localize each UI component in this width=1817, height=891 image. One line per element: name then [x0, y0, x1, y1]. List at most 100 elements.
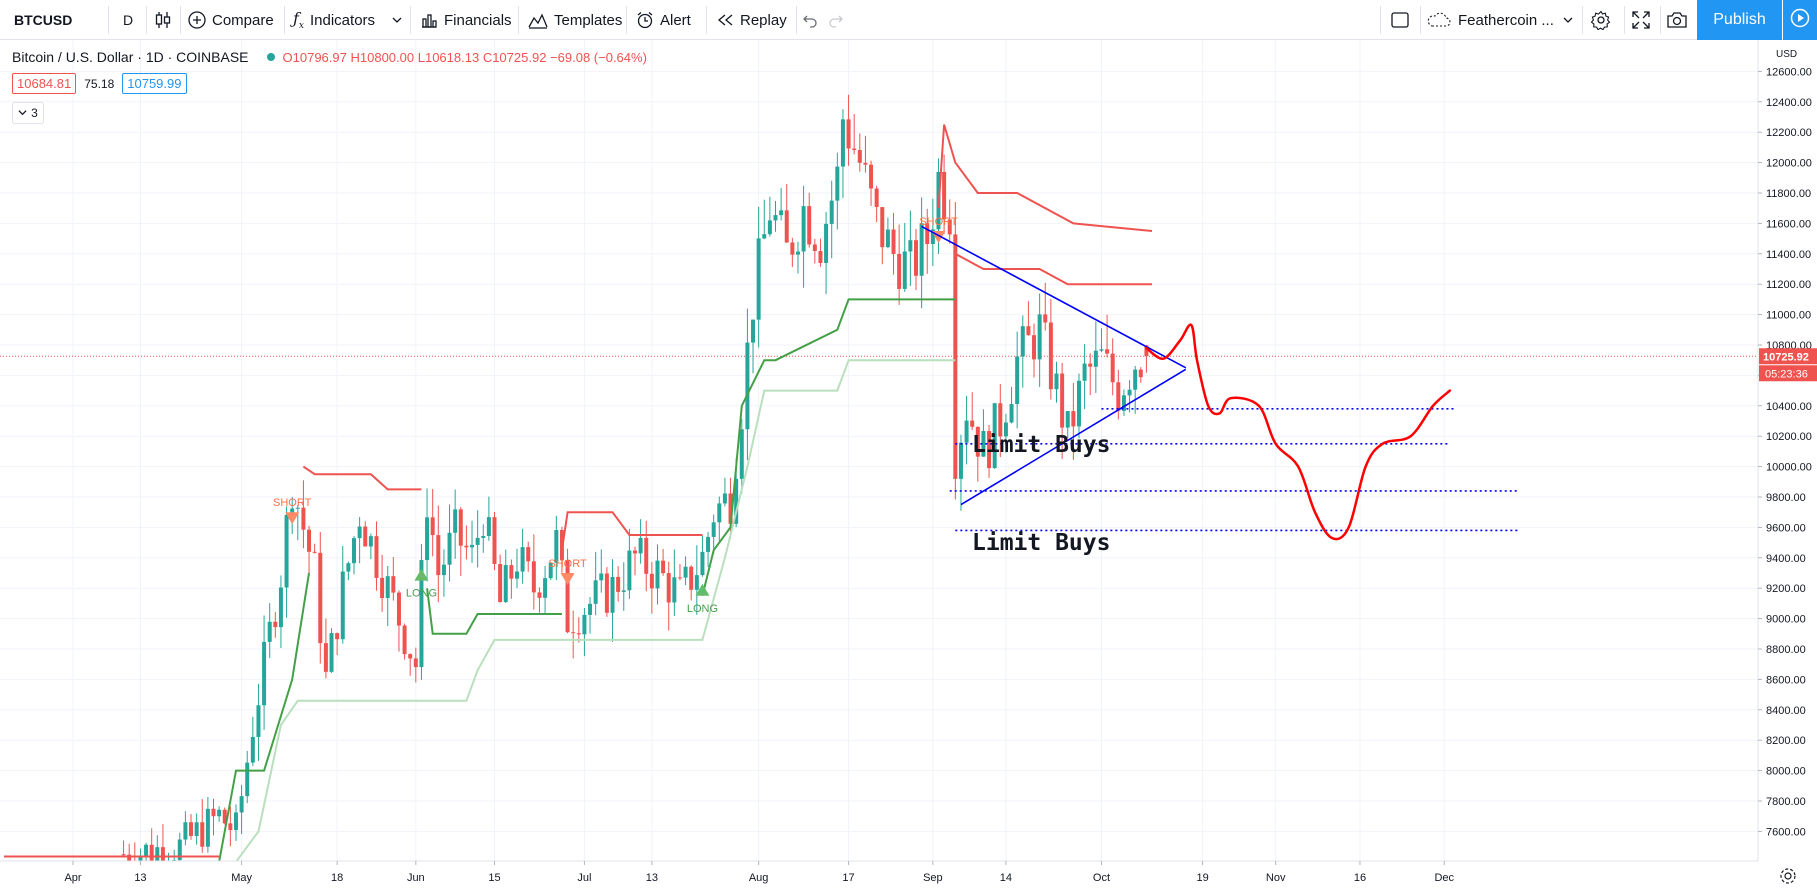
candle	[633, 546, 637, 576]
candle	[970, 392, 975, 431]
chart-style-button[interactable]	[148, 0, 178, 40]
candles	[121, 94, 1149, 891]
candle-body	[245, 762, 250, 797]
candle-body	[121, 854, 126, 856]
settings-button[interactable]	[1591, 0, 1611, 40]
short-signal-marker[interactable]: SHORT	[273, 497, 312, 525]
candle	[486, 496, 491, 541]
long-signal-marker[interactable]: LONG	[687, 583, 718, 615]
short-label: SHORT	[548, 558, 587, 570]
price-tick-label: 10200.00	[1766, 431, 1812, 443]
layout-dropdown[interactable]	[1563, 0, 1573, 40]
ohlc-values: O10796.97 H10800.00 L10618.13 C10725.92 …	[283, 50, 647, 65]
layout-name-button[interactable]: Feathercoin ...	[1426, 0, 1554, 40]
supertrend-down-line	[302, 465, 422, 491]
candle	[413, 647, 418, 683]
publish-button[interactable]: Publish	[1697, 0, 1782, 40]
candle	[846, 94, 851, 166]
time-tick-label: 17	[842, 872, 854, 884]
price-chart[interactable]: SHORT SHORT SHORT LONG LONG 7600.00 7800.00 800…	[0, 40, 1817, 891]
price-tick-label: 11600.00	[1766, 218, 1811, 230]
candle	[335, 632, 340, 656]
indicator-values[interactable]: 10684.81 75.18 10759.99	[12, 73, 187, 94]
candle	[1032, 323, 1037, 378]
candle	[582, 607, 587, 657]
alert-button[interactable]: Alert	[636, 0, 691, 40]
candle-body	[1076, 380, 1081, 427]
indicators-button[interactable]: ƒx Indicators	[293, 0, 375, 40]
candle	[627, 528, 632, 599]
candle-body	[470, 544, 475, 548]
candle	[273, 612, 278, 638]
symbol-title[interactable]: Bitcoin / U.S. Dollar · 1D · COINBASE	[12, 49, 249, 65]
candle	[857, 133, 862, 172]
candle-body	[222, 809, 227, 824]
publish-label: Publish	[1713, 11, 1766, 28]
compare-button[interactable]: Compare	[188, 0, 274, 40]
time-tick-label: 14	[1000, 872, 1012, 884]
play-button[interactable]	[1783, 0, 1817, 40]
candle-body	[408, 654, 413, 659]
candle	[1110, 338, 1115, 396]
candle-body	[683, 566, 688, 578]
limit-buys-label[interactable]: Limit Buys	[972, 530, 1111, 556]
templates-button[interactable]: Templates	[528, 0, 622, 40]
candle-body	[762, 234, 767, 239]
candle-body	[514, 571, 519, 579]
short-signal-marker[interactable]: SHORT	[548, 558, 587, 585]
candle	[284, 506, 289, 618]
limit-buys-label[interactable]: Limit Buys	[972, 432, 1111, 458]
candle-body	[503, 565, 508, 603]
candle-body	[363, 526, 368, 547]
candle-body	[447, 532, 452, 565]
candle	[638, 519, 643, 564]
snapshot-button[interactable]	[1666, 0, 1688, 40]
candle	[458, 507, 463, 577]
fullscreen-button[interactable]	[1632, 0, 1650, 40]
candle	[1088, 353, 1093, 396]
candle-body	[975, 426, 980, 457]
candle	[604, 567, 609, 617]
candle-body	[391, 576, 396, 593]
candle-body	[1015, 356, 1020, 405]
candle-body	[149, 844, 154, 862]
price-projection-drawing[interactable]	[1145, 323, 1452, 541]
undo-button[interactable]	[802, 0, 818, 40]
candle-body	[284, 514, 289, 588]
candle-body	[127, 854, 132, 864]
candle	[149, 828, 154, 866]
candle-body	[942, 171, 947, 220]
candle-body	[430, 517, 435, 536]
price-tick-label: 7600.00	[1766, 826, 1806, 838]
triangle-lower-trendline[interactable]	[960, 368, 1187, 506]
replay-button[interactable]: Replay	[716, 0, 787, 40]
price-scale[interactable]: 7600.00 7800.00 8000.00 8200.00 8400.00 8600.…	[1757, 40, 1817, 861]
gear-icon	[1591, 10, 1611, 30]
candle-body	[486, 517, 491, 536]
gear-icon[interactable]	[1780, 868, 1796, 884]
symbol-search[interactable]: BTCUSD	[0, 0, 110, 40]
candle-body	[689, 566, 694, 590]
long-signal-marker[interactable]: LONG	[406, 568, 437, 600]
candle-body	[767, 220, 772, 235]
candle-body	[582, 614, 587, 635]
candle	[481, 524, 486, 553]
candle-body	[897, 253, 902, 289]
interval-button[interactable]: D	[110, 0, 146, 40]
time-scale[interactable]: Apr 13 May 18 Jun 15 Jul 13 Aug 17 Sep 14 Oct 19 Nov 16…	[0, 860, 1817, 891]
financials-button[interactable]: Financials	[420, 0, 512, 40]
short-label: SHORT	[273, 497, 312, 509]
candle	[751, 319, 756, 374]
legend-collapse-button[interactable]: 3	[12, 102, 44, 124]
replay-label: Replay	[740, 11, 787, 29]
redo-button[interactable]	[828, 0, 844, 40]
countdown-label: 05:23:36	[1765, 368, 1808, 380]
layout-select-button[interactable]	[1390, 0, 1410, 40]
candle-body	[852, 148, 857, 151]
collapsed-count: 3	[31, 106, 38, 120]
candle-body	[1144, 345, 1149, 357]
triangle-upper-trendline[interactable]	[921, 225, 1187, 369]
indicators-dropdown[interactable]	[392, 0, 402, 40]
symbol-label: BTCUSD	[14, 12, 73, 28]
candle	[683, 556, 688, 586]
